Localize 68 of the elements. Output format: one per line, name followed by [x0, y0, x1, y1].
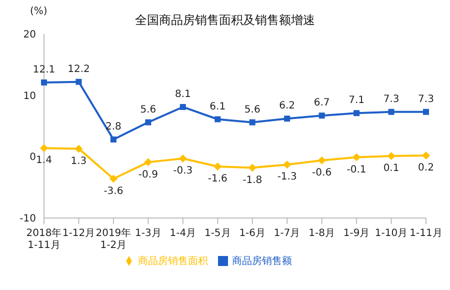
data-label: -0.1 — [346, 164, 366, 176]
data-label: -3.6 — [104, 186, 124, 197]
data-label: 5.6 — [244, 104, 260, 116]
point — [248, 164, 256, 172]
point — [214, 116, 221, 122]
data-label: 7.1 — [348, 95, 364, 106]
data-label: 0.1 — [383, 163, 400, 174]
point — [41, 79, 47, 86]
data-label: 5.6 — [140, 104, 156, 116]
point — [178, 154, 187, 163]
point — [354, 110, 360, 116]
y-axis-title: (%) — [30, 6, 48, 17]
point — [422, 151, 430, 160]
point — [249, 119, 256, 126]
point — [388, 108, 394, 115]
data-label: 2.8 — [106, 121, 122, 132]
x-tick-label: 2019年 1-2月 — [96, 227, 132, 251]
x-tick-label: 1-9月 — [343, 228, 370, 239]
point — [109, 174, 118, 183]
point — [145, 119, 152, 126]
legend-label: 商品房销售面积 — [138, 256, 208, 267]
point — [283, 160, 292, 169]
point — [144, 158, 152, 166]
point — [40, 144, 48, 152]
y-tick-label: 10 — [23, 90, 36, 102]
data-label: 0.2 — [418, 162, 434, 174]
data-label: 6.2 — [279, 100, 296, 112]
point — [214, 162, 222, 170]
point — [110, 136, 116, 142]
x-tick-label: 2018年 1-11月 — [26, 227, 62, 251]
point — [180, 104, 186, 110]
point — [352, 153, 361, 162]
x-tick-label: 1-11月 — [410, 228, 442, 239]
chart-title: 全国商品房销售面积及销售额增速 — [135, 13, 315, 27]
data-label: -1.8 — [242, 174, 262, 186]
data-label: 7.3 — [418, 94, 434, 105]
legend-label: 商品房销售额 — [232, 256, 292, 267]
x-tick-label: 1-10月 — [374, 228, 408, 239]
data-label: 7.3 — [383, 94, 400, 105]
x-tick-label: 1-3月 — [135, 228, 162, 239]
data-label: 6.7 — [314, 98, 330, 109]
point — [387, 152, 396, 160]
x-tick-label: 1-12月 — [62, 228, 96, 239]
data-label: 12.2 — [68, 64, 90, 75]
data-label: -0.6 — [312, 167, 332, 178]
data-label: 8.1 — [174, 88, 191, 100]
data-label: 1.4 — [36, 155, 52, 166]
y-tick-label: 0 — [30, 152, 36, 164]
data-label: -0.9 — [138, 169, 158, 180]
point — [284, 116, 290, 122]
data-label: -1.3 — [277, 172, 297, 183]
data-label: 1.3 — [70, 156, 87, 167]
point — [76, 78, 82, 85]
y-tick-label: -10 — [20, 214, 36, 225]
data-label: 12.1 — [32, 64, 56, 76]
point — [318, 112, 325, 119]
x-tick-label: 1-7月 — [274, 228, 300, 239]
point — [74, 144, 83, 153]
x-tick-label: 1-4月 — [170, 228, 196, 239]
point — [423, 108, 429, 115]
data-label: -1.6 — [208, 174, 228, 185]
data-label: 6.1 — [210, 101, 226, 112]
x-tick-label: 1-6月 — [239, 228, 266, 239]
x-tick-label: 1-8月 — [308, 228, 335, 239]
point — [318, 156, 326, 164]
data-label: -0.3 — [173, 166, 193, 177]
y-tick-label: 20 — [23, 30, 36, 41]
x-tick-label: 1-5月 — [204, 228, 231, 239]
